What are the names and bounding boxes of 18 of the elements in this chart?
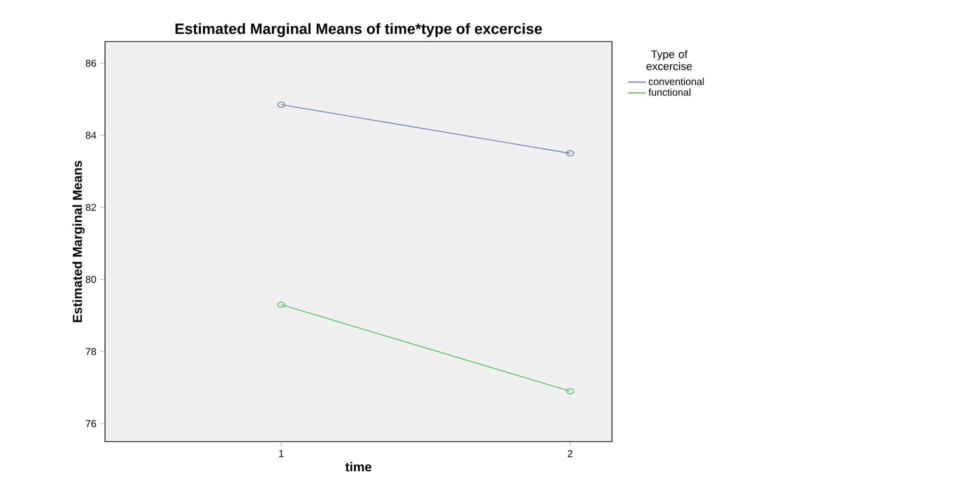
y-tick-label: 80 xyxy=(86,276,96,283)
y-tick-label: 76 xyxy=(86,420,96,428)
y-tick-label: 84 xyxy=(86,132,96,139)
x-tick-label: 2 xyxy=(568,450,572,458)
legend-label: conventional xyxy=(648,78,704,86)
x-tick-label: 1 xyxy=(279,450,284,457)
x-axis-title: time xyxy=(345,462,372,472)
y-tick-label: 78 xyxy=(86,348,96,356)
point xyxy=(566,150,574,156)
point xyxy=(277,302,286,308)
legend-label: functional xyxy=(648,88,690,96)
y-tick-label: 82 xyxy=(86,204,96,211)
y-tick-label: 86 xyxy=(86,60,96,67)
point xyxy=(566,388,574,394)
point xyxy=(277,102,286,108)
y-axis-title: Estimated Marginal Means xyxy=(72,160,85,322)
legend-title: Type of excercise xyxy=(646,50,692,70)
chart-title: Estimated Marginal Means of time*type of excercise xyxy=(176,23,542,38)
